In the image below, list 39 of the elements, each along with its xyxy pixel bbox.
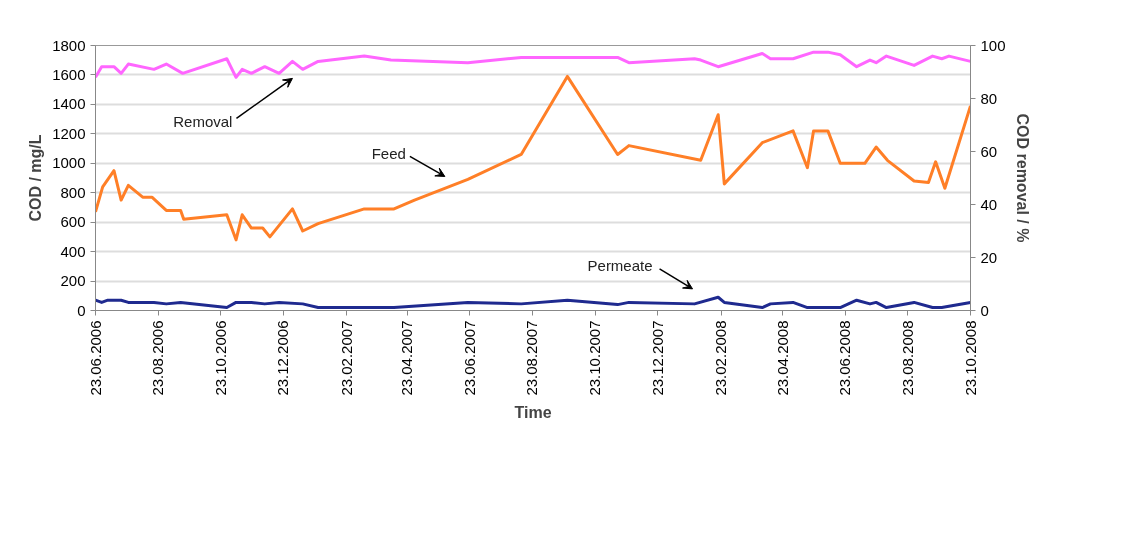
x-tick-label: 23.08.2007 <box>523 320 541 396</box>
x-tick-label: 23.02.2007 <box>337 320 355 396</box>
x-tick-label: 23.06.2006 <box>86 320 104 396</box>
x-tick-label: 23.08.2008 <box>898 320 916 396</box>
line-series <box>95 74 971 242</box>
x-tick-label: 23.06.2007 <box>460 320 478 396</box>
y-tick-label: 1600 <box>52 65 86 83</box>
y-tick-label: 0 <box>77 301 86 319</box>
y-tick-label: 1800 <box>52 36 86 54</box>
text: Removal <box>173 112 233 130</box>
x-tick-label: 23.04.2008 <box>773 320 791 396</box>
y2-tick-label: 20 <box>980 248 998 266</box>
y-tick-label: 800 <box>60 183 86 201</box>
y2-tick-label: 80 <box>980 89 998 107</box>
y2-tick-label: 40 <box>980 195 998 213</box>
y-tick-label: 600 <box>60 213 86 231</box>
x-tick-label: 23.08.2006 <box>149 320 167 396</box>
x-tick-label: 23.12.2006 <box>274 320 292 396</box>
x-tick-label: 23.12.2007 <box>648 320 666 396</box>
x-tick-label: 23.10.2008 <box>961 320 979 396</box>
x-axis-title: Time <box>514 403 552 421</box>
y2-tick-label: 100 <box>980 36 1006 54</box>
x-tick-label: 23.04.2007 <box>398 320 416 396</box>
text: Feed <box>371 144 406 162</box>
y-tick-label: 1000 <box>52 154 86 172</box>
x-tick-label: 23.10.2006 <box>211 320 229 396</box>
line-series <box>95 50 971 79</box>
x-tick-label: 23.10.2007 <box>586 320 604 396</box>
y-tick-label: 1200 <box>52 124 86 142</box>
y-tick-label: 200 <box>60 272 86 290</box>
y2-tick-label: 60 <box>980 142 998 160</box>
series-label: Permeate <box>587 257 653 275</box>
x-tick-label: 23.02.2008 <box>712 320 730 396</box>
y-tick-label: 1400 <box>52 95 86 113</box>
y2-tick-label: 0 <box>980 301 989 319</box>
y-tick-label: 400 <box>60 242 86 260</box>
y-axis-title: COD / mg/L <box>27 134 45 222</box>
x-tick-label: 23.06.2008 <box>836 320 854 396</box>
y2-axis-title: COD removal / % <box>1013 113 1031 243</box>
